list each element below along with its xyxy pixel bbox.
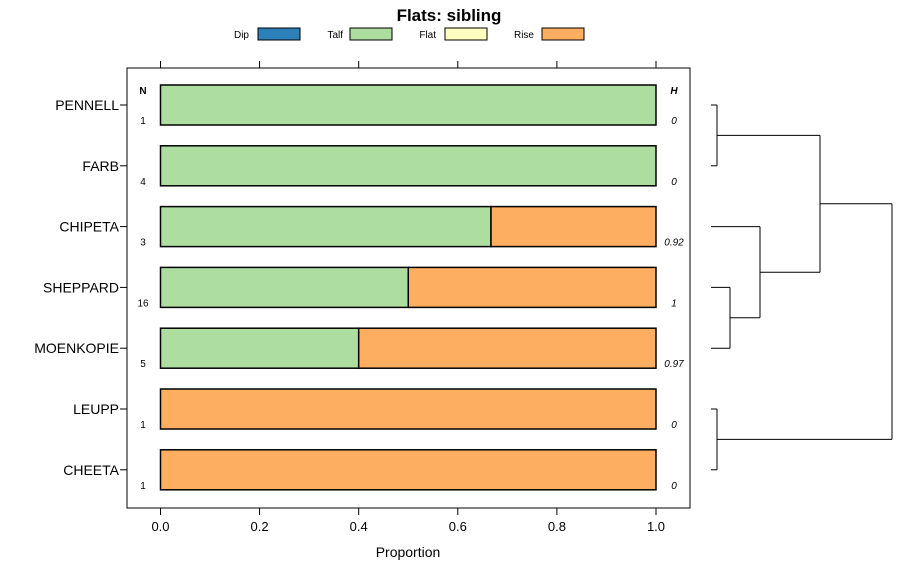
bar-segment-talf — [159, 84, 657, 126]
bar-segment-talf — [159, 145, 657, 187]
x-tick-label: 1.0 — [647, 519, 665, 534]
category-label: FARB — [82, 158, 119, 174]
x-tick-label: 0.6 — [449, 519, 467, 534]
legend-label-talf: Talf — [327, 30, 343, 41]
legend-label-flat: Flat — [419, 30, 436, 41]
h-value: 0.97 — [664, 359, 684, 370]
x-tick-label: 0.8 — [548, 519, 566, 534]
x-tick-label: 0.4 — [350, 519, 368, 534]
x-tick-label: 0.0 — [151, 519, 169, 534]
n-column-header: N — [139, 86, 146, 97]
bar-segment-talf — [159, 266, 409, 309]
bar-segment-rise — [407, 266, 657, 309]
n-value: 16 — [137, 298, 149, 309]
x-tick-label: 0.2 — [251, 519, 269, 534]
category-label: LEUPP — [73, 401, 119, 417]
n-value: 5 — [140, 359, 146, 370]
plot-panel — [126, 67, 691, 509]
category-label: MOENKOPIE — [34, 340, 119, 356]
n-value: 1 — [140, 420, 146, 431]
bar-segment-talf — [159, 205, 492, 248]
category-label: CHEETA — [63, 462, 119, 478]
bar-segment-rise — [159, 388, 657, 430]
n-value: 1 — [140, 481, 146, 492]
bar-segment-rise — [357, 327, 657, 369]
n-value: 3 — [140, 238, 146, 249]
n-value: 1 — [140, 116, 146, 127]
x-axis-label: Proportion — [376, 544, 441, 560]
bar-segment-rise — [159, 449, 657, 491]
h-value: 0 — [671, 177, 677, 188]
legend-swatch-dip — [257, 27, 301, 41]
chart-title: Flats: sibling — [397, 6, 502, 25]
category-label: CHIPETA — [59, 219, 119, 235]
bar-segment-talf — [159, 327, 360, 369]
dendrogram — [711, 104, 893, 471]
axes-group: 0.0 0.2 0.4 0.6 0.8 1.0 — [120, 61, 665, 534]
h-value: 1 — [671, 298, 677, 309]
h-value: 0 — [671, 116, 677, 127]
h-value: 0 — [671, 420, 677, 431]
legend-label-dip: Dip — [234, 30, 249, 41]
legend-swatch-talf — [349, 27, 393, 41]
legend-swatch-flat — [444, 27, 488, 41]
legend-label-rise: Rise — [514, 30, 534, 41]
category-label: PENNELL — [55, 97, 119, 113]
legend-swatch-rise — [541, 27, 585, 41]
bars-group: PENNELL 1 0 FARB 4 0 CHIPETA 3 0.92 SHEPPARD 16 1 MO… — [34, 84, 684, 492]
legend: Dip Talf Flat Rise — [234, 27, 585, 41]
bar-segment-rise — [490, 205, 657, 248]
category-label: SHEPPARD — [43, 279, 119, 295]
n-value: 4 — [140, 177, 146, 188]
h-value: 0.92 — [664, 238, 684, 249]
h-value: 0 — [671, 481, 677, 492]
h-column-header: H — [670, 86, 678, 97]
